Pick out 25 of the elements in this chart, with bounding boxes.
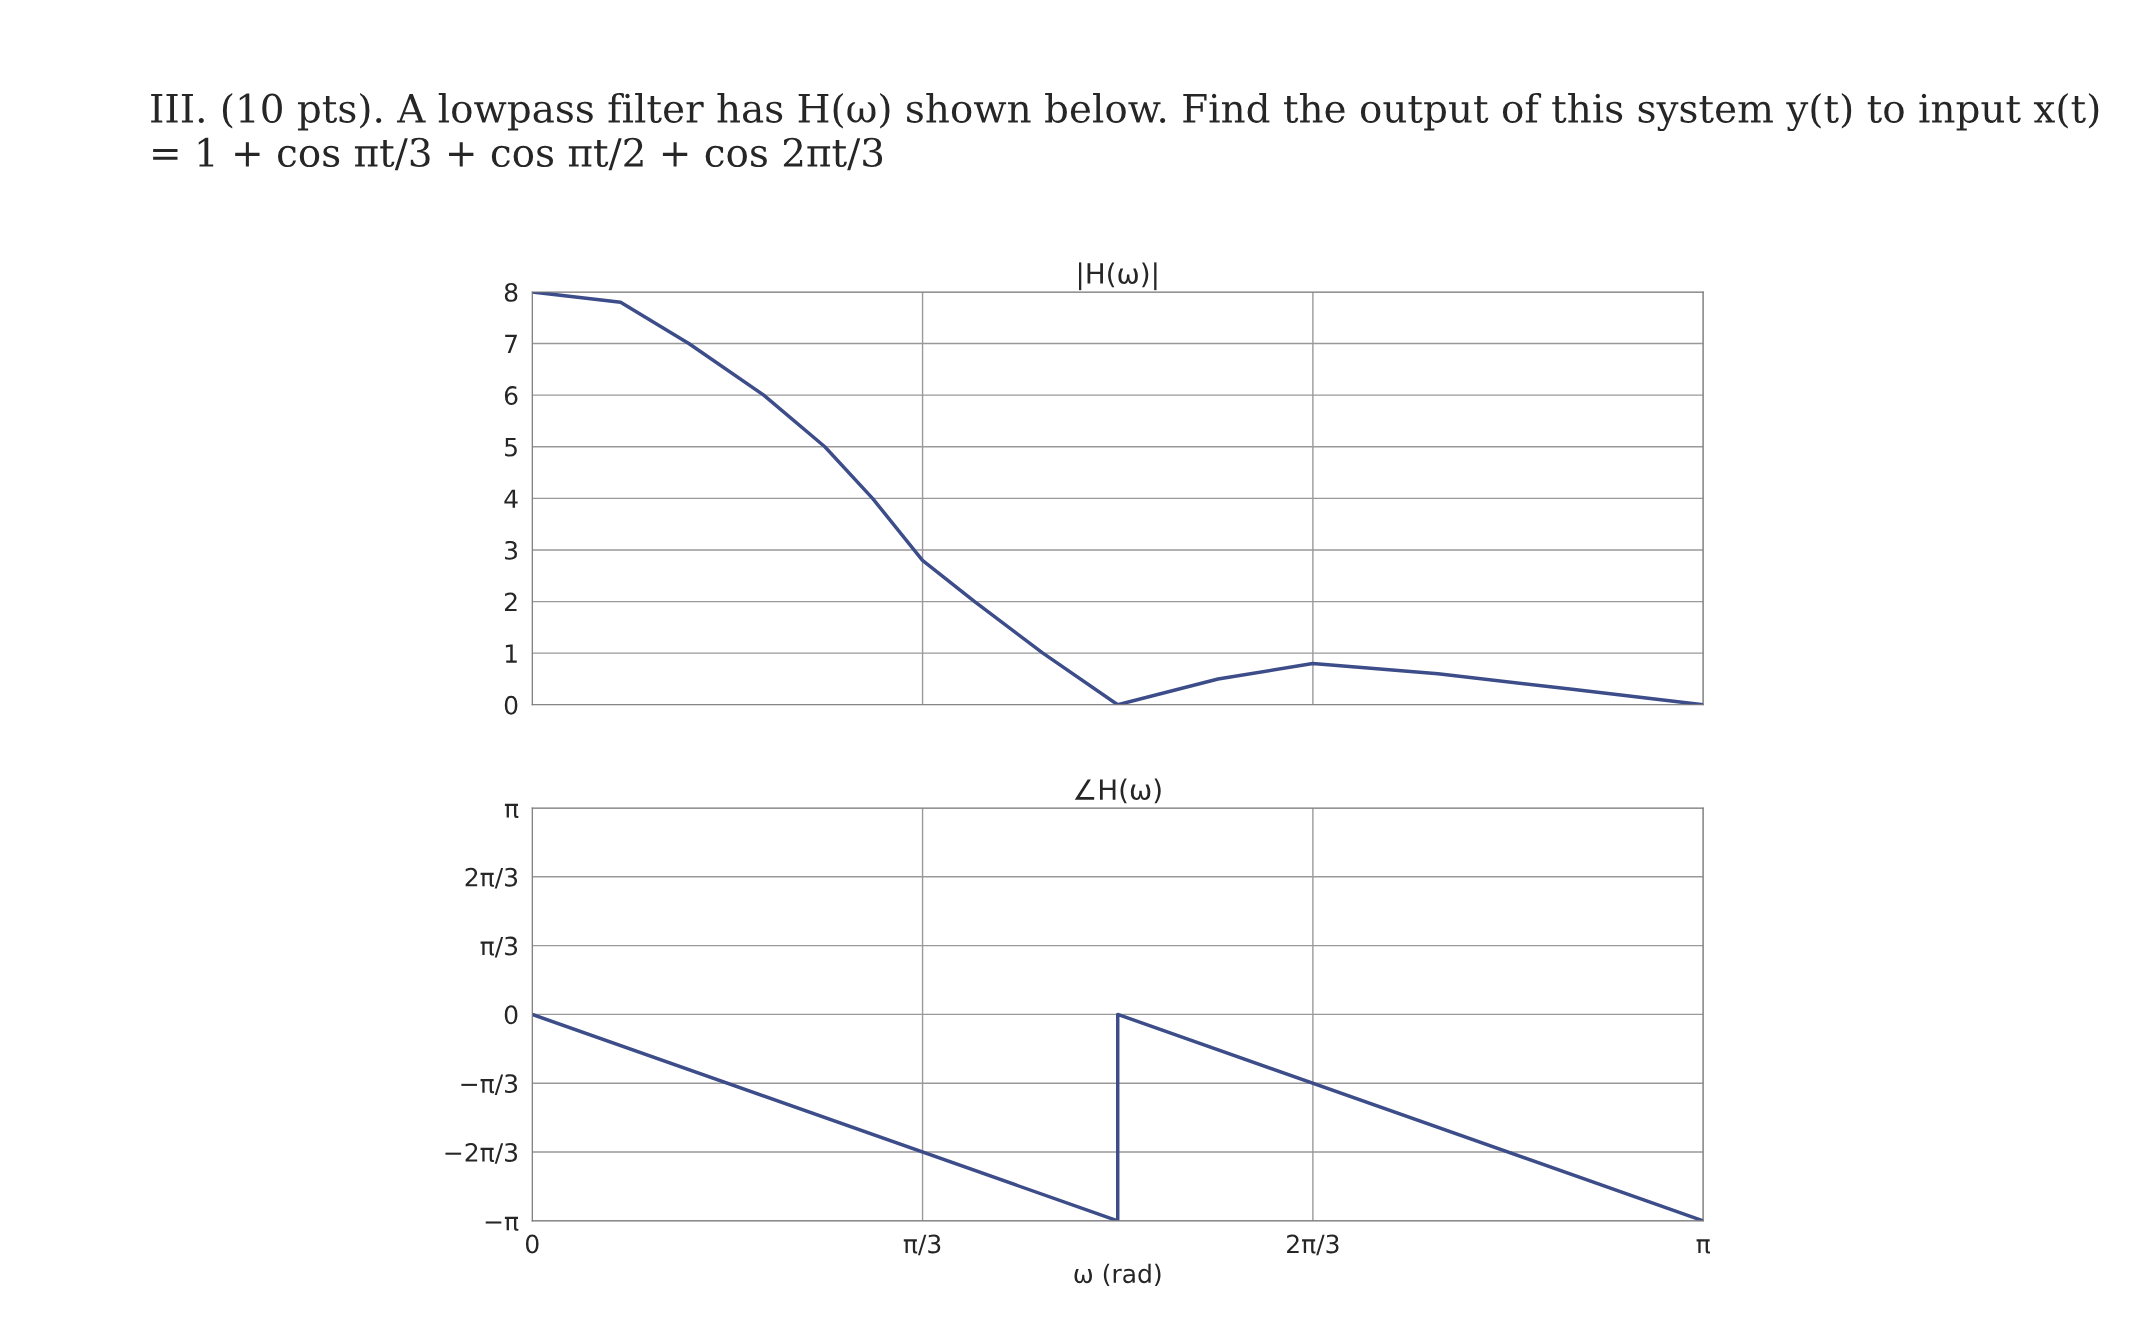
x-axis-title: ω (rad) (1074, 1263, 1161, 1287)
chart-title: |H(ω)| (1078, 262, 1157, 291)
y-tick-label: 0 (504, 1005, 518, 1025)
x-tick-label: π (1696, 1239, 1711, 1254)
y-tick-label: 6 (504, 386, 518, 405)
y-tick-label: 2 (504, 592, 517, 612)
y-tick-label: 4 (504, 489, 518, 508)
line-series (532, 291, 1704, 705)
y-tick-label: π (504, 803, 519, 818)
y-tick-label: 2π/3 (465, 867, 518, 889)
y-tick-label: 8 (504, 282, 518, 302)
y-tick-label: 5 (505, 438, 517, 457)
y-tick-label: π/3 (480, 936, 518, 958)
y-tick-label: −2π/3 (445, 1142, 518, 1164)
x-tick-label: 2π/3 (1287, 1234, 1339, 1256)
y-tick-label: −π/3 (461, 1074, 518, 1096)
x-tick-label: π/3 (903, 1234, 941, 1256)
y-tick-label: 0 (504, 695, 518, 715)
y-tick-label: −π (485, 1216, 519, 1231)
y-tick-label: 1 (505, 644, 517, 663)
y-tick-label: 7 (505, 334, 517, 354)
chart-title: ∠H(ω) (1074, 778, 1161, 804)
y-tick-label: 3 (505, 540, 518, 560)
x-tick-label: 0 (525, 1234, 539, 1254)
text: III. (10 pts). A lowpass filter has H(ω) shown below. Find the output of this system y(t) to input x(t) = 1 + cos πt/3 + cos πt/2 + cos 2πt/3 (151, 92, 2099, 171)
